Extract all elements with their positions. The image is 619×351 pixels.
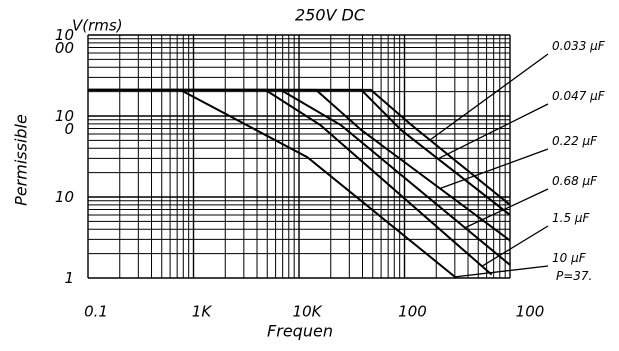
y-tick-label: 1 bbox=[64, 269, 74, 287]
x-axis-label: Frequen bbox=[267, 322, 333, 341]
leader-line bbox=[429, 53, 549, 141]
leader-line bbox=[464, 188, 549, 229]
legend-label: 1.5 μF bbox=[552, 211, 590, 225]
leader-line bbox=[439, 148, 549, 190]
y-tick-label: 100 bbox=[54, 107, 74, 138]
y-unit: V(rms) bbox=[72, 17, 123, 35]
y-axis-label: Permissible bbox=[12, 114, 31, 206]
annotation: P=37. bbox=[556, 269, 593, 283]
y-tick-label: 10 bbox=[54, 188, 74, 206]
legend-label: 0.033 μF bbox=[552, 39, 605, 53]
leader-line bbox=[437, 103, 549, 160]
legend-label: 10 μF bbox=[552, 251, 586, 265]
x-tick-label: 100 bbox=[516, 303, 545, 321]
x-tick-label: 1K bbox=[192, 303, 213, 321]
y-tick-label: 1000 bbox=[54, 26, 74, 57]
x-tick-label: 10K bbox=[293, 303, 323, 321]
legend-label: 0.68 μF bbox=[552, 174, 598, 188]
x-tick-label: 100 bbox=[398, 303, 427, 321]
leader-line bbox=[454, 265, 549, 278]
x-tick-label: 0.1 bbox=[84, 303, 108, 321]
chart-title: 250V DC bbox=[295, 6, 366, 25]
legend-label: 0.22 μF bbox=[552, 134, 598, 148]
legend-label: 0.047 μF bbox=[552, 89, 605, 103]
series-line bbox=[88, 88, 457, 279]
leader-line bbox=[481, 225, 549, 267]
